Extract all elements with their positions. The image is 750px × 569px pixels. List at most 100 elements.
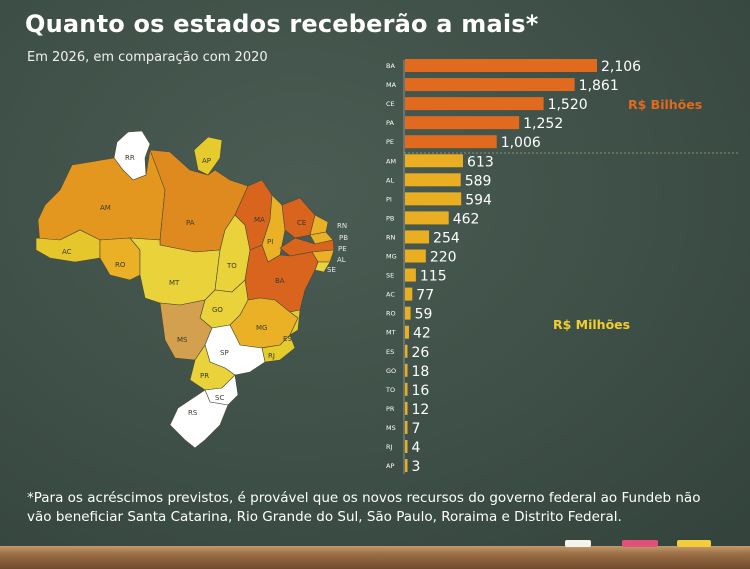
category-label-ba: BA [386,62,395,70]
map-label-se: SE [327,266,336,274]
white-chalk [565,540,591,547]
category-label-al: AL [386,176,394,184]
category-label-es: ES [386,348,394,356]
category-label-ms: MS [386,424,396,432]
map-label-pe: PE [338,245,347,253]
bar-pe [405,135,497,149]
unit-label-billions: R$ Bilhões [628,97,703,112]
state-rs [169,389,229,449]
category-label-pa: PA [386,119,395,127]
category-label-ac: AC [386,291,395,299]
bar-ma [405,78,575,92]
category-label-ma: MA [386,81,397,89]
value-label-pa: 1,252 [523,116,563,132]
category-label-se: SE [386,272,394,280]
yellow-chalk [677,540,711,547]
map-label-sc: SC [215,394,224,402]
map-label-pb: PB [339,234,348,242]
bar-go [405,363,408,377]
bar-to [405,382,408,396]
bar-pr [405,401,408,415]
category-label-rj: RJ [386,443,393,451]
value-label-pi: 594 [465,192,492,208]
value-label-ro: 59 [415,307,433,323]
footnote-line-1: *Para os acréscimos previstos, é prováve… [27,490,701,506]
bar-ro [405,306,411,320]
map-label-rn: RN [337,222,347,230]
bar-al [405,173,461,187]
map-label-ba: BA [275,277,285,285]
bars-group: BA 2,106 MA 1,861 CE 1,520 PA 1,252 PE 1,006 AM 613… [385,59,641,475]
category-label-pb: PB [386,214,394,222]
map-label-mt: MT [169,279,180,287]
category-label-mt: MT [386,329,396,337]
value-label-pr: 12 [412,402,430,418]
map-label-sp: SP [220,349,229,357]
bar-pb [405,211,449,225]
value-label-ap: 3 [412,459,421,475]
map-label-ma: MA [254,216,265,224]
bar-ce [405,97,544,111]
category-label-to: TO [385,386,395,394]
value-label-pb: 462 [453,211,480,227]
map-label-rs: RS [188,409,198,417]
bar-se [405,268,416,282]
footnote: *Para os acréscimos previstos, é prováve… [27,489,737,527]
category-label-ce: CE [386,100,395,108]
value-label-mg: 220 [430,250,457,266]
value-label-al: 589 [465,173,492,189]
bar-ms [405,420,408,434]
category-label-ap: AP [386,462,394,470]
category-label-pi: PI [386,195,392,203]
value-label-ac: 77 [416,288,434,304]
value-label-pe: 1,006 [501,135,541,151]
map-label-es: ES [283,335,292,343]
footnote-line-2: vão beneficiar Santa Catarina, Rio Grand… [27,509,622,525]
value-label-ce: 1,520 [548,97,588,113]
value-label-ba: 2,106 [601,59,641,75]
category-label-pe: PE [386,138,394,146]
state-ap [193,136,223,176]
value-label-rj: 4 [412,440,421,456]
map-label-al: AL [337,256,346,264]
map-label-go: GO [212,306,223,314]
bar-pa [405,116,520,130]
chart-subtitle: Em 2026, em comparação com 2020 [27,50,268,65]
value-label-rn: 254 [433,230,460,246]
bar-pi [405,192,462,206]
value-label-se: 115 [420,269,447,285]
bar-ap [405,459,408,473]
bar-mt [405,325,409,339]
category-label-ro: RO [386,310,396,318]
map-label-ro: RO [115,261,126,269]
value-label-go: 18 [412,364,430,380]
bar-rn [405,230,430,244]
state-es [289,309,301,336]
map-label-pi: PI [267,238,273,246]
map-label-rj: RJ [268,352,275,360]
map-label-mg: MG [256,324,267,332]
category-label-am: AM [386,157,396,165]
bar-ac [405,287,413,301]
category-label-pr: PR [386,405,395,413]
map-label-pa: PA [186,219,195,227]
bar-ba [405,59,597,72]
bar-es [405,344,408,358]
map-label-ce: CE [297,219,306,227]
bar-rj [405,440,408,453]
category-label-go: GO [386,367,396,375]
pink-chalk [622,540,658,547]
chart-title: Quanto os estados receberão a mais* [25,10,539,38]
map-label-rr: RR [125,154,135,162]
category-label-rn: RN [386,233,396,241]
category-label-mg: MG [386,253,397,261]
value-label-ms: 7 [412,421,421,437]
value-label-am: 613 [467,154,494,170]
map-label-am: AM [100,204,111,212]
chalk-ledge [0,546,750,569]
value-label-es: 26 [412,345,430,361]
value-label-to: 16 [412,383,430,399]
bar-am [405,154,463,168]
